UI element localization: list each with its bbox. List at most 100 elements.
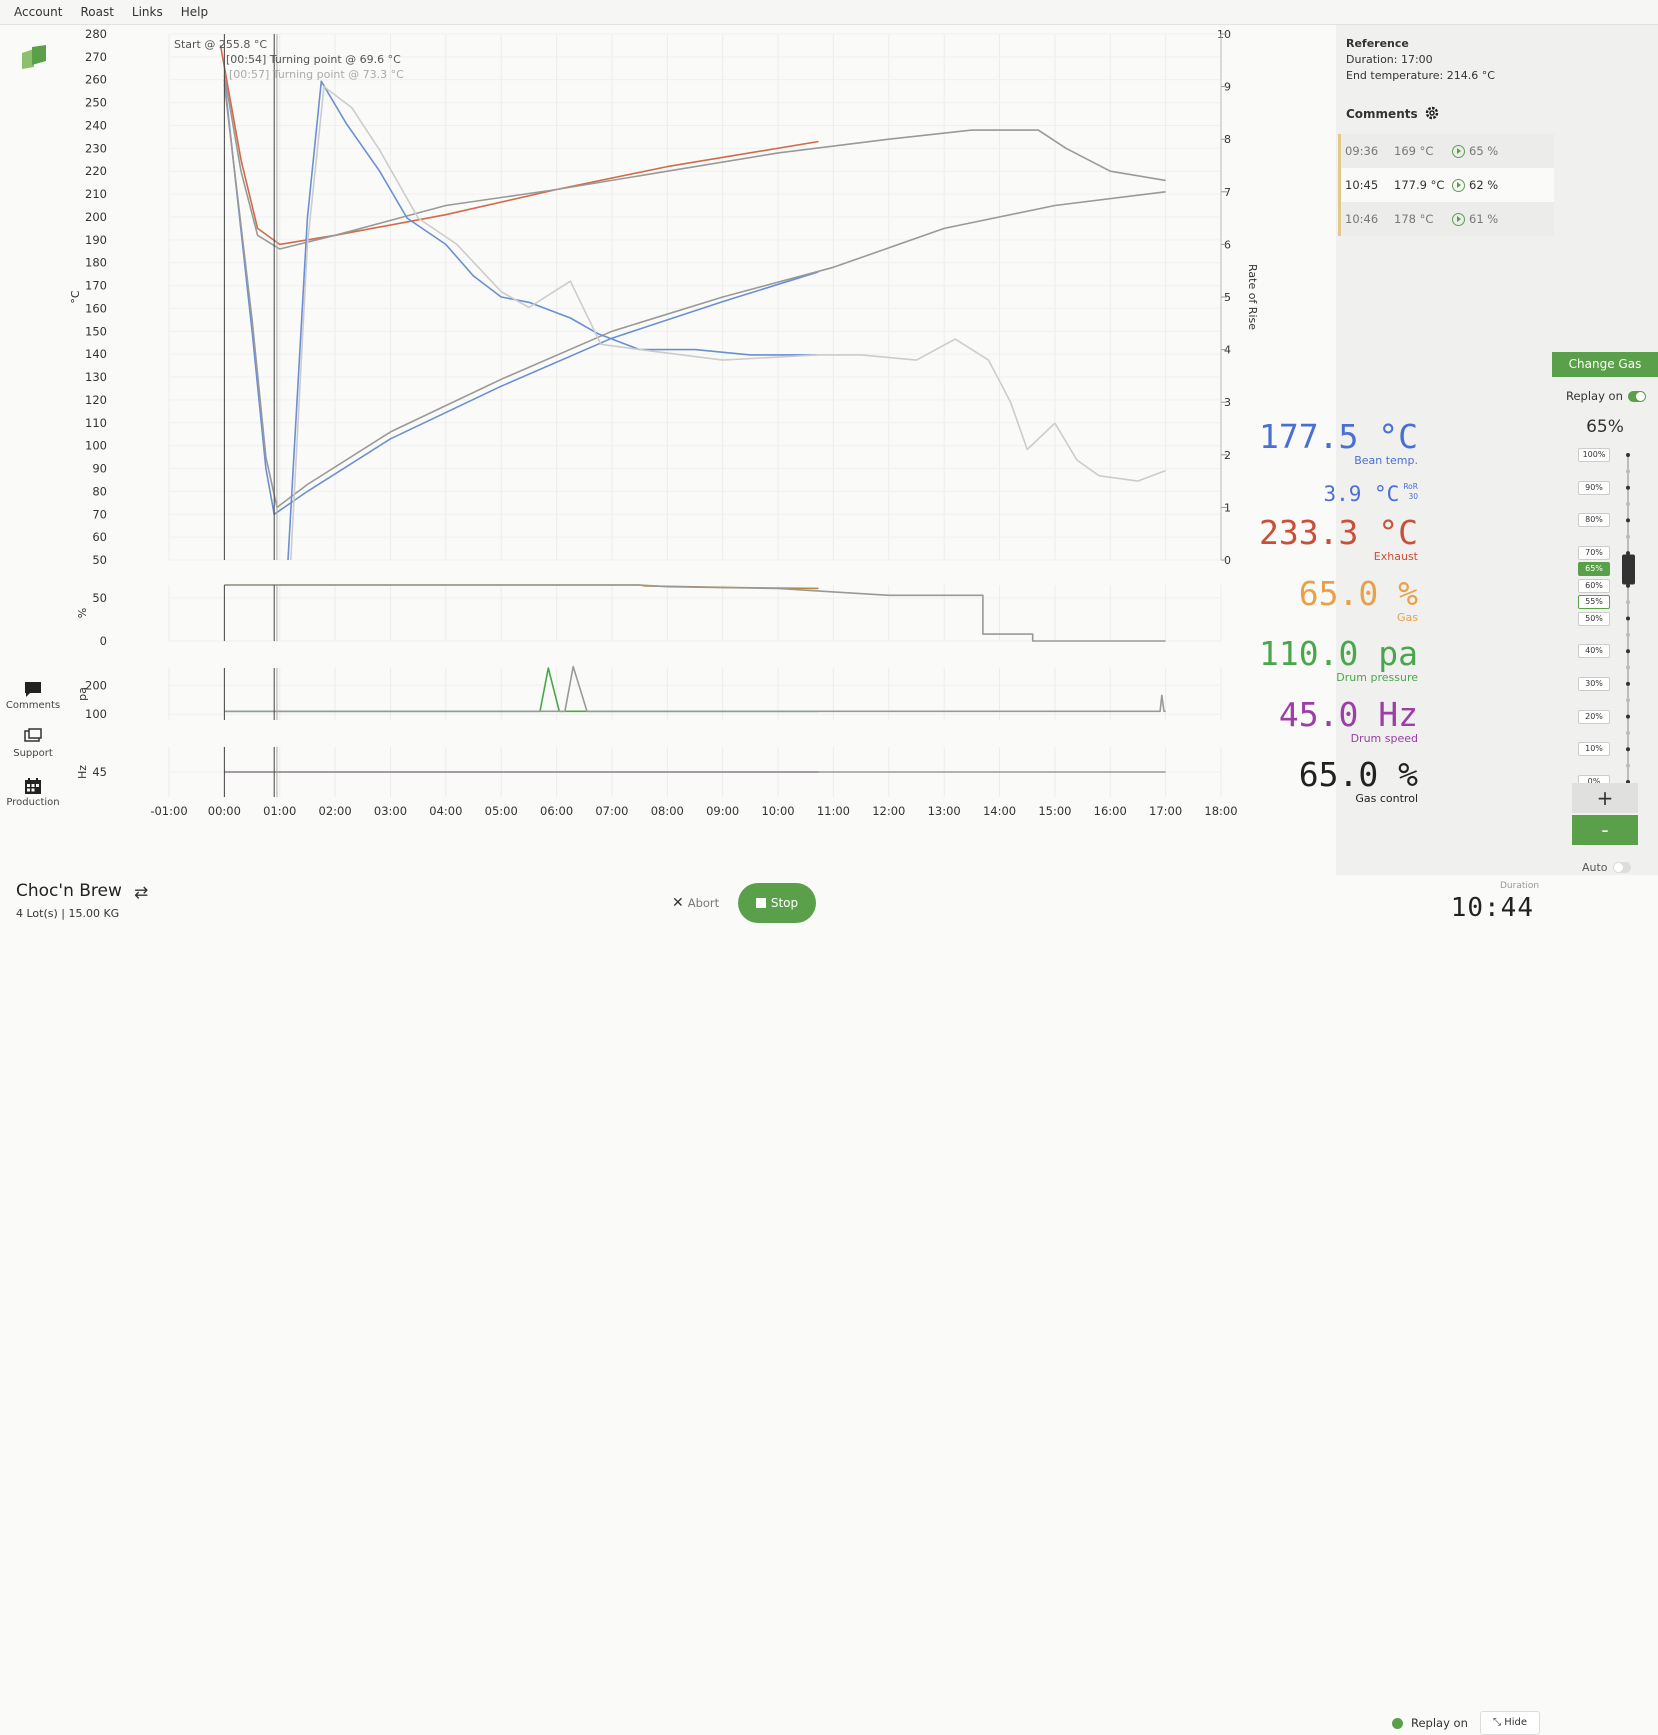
drum-pressure-value: 110.0 pa <box>1259 634 1418 673</box>
slider-tick-dot <box>1626 714 1630 719</box>
menu-links[interactable]: Links <box>131 5 163 19</box>
gas-control-value: 65.0 % <box>1298 755 1418 794</box>
close-icon: ✕ <box>672 895 684 911</box>
gas-level-label[interactable]: 20% <box>1578 709 1610 724</box>
gas-play-icon <box>1452 212 1465 226</box>
gas-level-label[interactable]: 50% <box>1578 611 1610 626</box>
nav-comments[interactable]: Comments <box>0 680 66 711</box>
roast-chart: 280 270 260 250 240 230 220 210 200 190 180 170 160 1… <box>66 25 1336 875</box>
y-tick-label: 220 <box>85 164 107 178</box>
support-icon <box>24 728 42 742</box>
gas-slider[interactable]: 100% 90% 80% 70% 65% 60% 55% 50% 40% 30% 20% 10% 0% <box>1552 445 1658 789</box>
y-tick-label: 50 <box>92 553 107 567</box>
gas-level-label[interactable]: 10% <box>1578 742 1610 757</box>
gas-level-label[interactable]: 65% <box>1578 562 1610 577</box>
stop-button[interactable]: Stop <box>738 883 816 923</box>
gas-level-label[interactable]: 100% <box>1578 448 1610 462</box>
gas-slider-track[interactable] <box>1552 445 1658 785</box>
auto-toggle[interactable] <box>1612 862 1631 873</box>
gas-control-label: Gas control <box>1355 792 1418 805</box>
nav-support[interactable]: Support <box>0 728 66 759</box>
gas-level-label[interactable]: 90% <box>1578 480 1610 495</box>
change-gas-button[interactable]: Change Gas <box>1552 352 1658 377</box>
comment-gas-value: 65 % <box>1469 144 1499 158</box>
menu-help[interactable]: Help <box>180 5 209 19</box>
y-tick-label: 140 <box>85 347 107 361</box>
y-tick-label: 170 <box>85 279 107 293</box>
gas-label: Gas <box>1397 611 1418 624</box>
gear-icon[interactable] <box>1424 105 1440 121</box>
y-tick-label: 150 <box>85 324 107 338</box>
x-tick-label: 11:00 <box>817 804 850 818</box>
menu-roast[interactable]: Roast <box>80 5 114 19</box>
gas-minus-button[interactable]: - <box>1572 815 1638 845</box>
gas-level-label[interactable]: 70% <box>1578 546 1610 561</box>
stop-label: Stop <box>770 896 799 910</box>
abort-button[interactable]: ✕ Abort <box>672 895 719 911</box>
y2-tick-label: 4 <box>1224 344 1231 357</box>
comment-row[interactable]: 10:45 177.9 °C 62 % <box>1338 168 1554 202</box>
y-tick-label: 110 <box>85 416 107 430</box>
slider-tick-dot <box>1626 747 1630 752</box>
comment-gas: 61 % <box>1452 212 1498 226</box>
gas-level-label[interactable]: 30% <box>1578 676 1610 691</box>
slider-tick-dot <box>1626 534 1630 539</box>
y2-axis-label: Rate of Rise <box>1246 264 1259 330</box>
reference-title: Reference <box>1346 37 1409 50</box>
comment-row[interactable]: 10:46 178 °C 61 % <box>1338 202 1554 236</box>
x-tick-label: 05:00 <box>485 804 518 818</box>
y2-tick-label: 9 <box>1224 81 1231 94</box>
gas-play-icon <box>1452 144 1465 158</box>
nav-production[interactable]: Production <box>0 777 66 808</box>
auto-row: Auto <box>1582 861 1631 874</box>
hide-button[interactable]: ⤡ Hide <box>1480 1711 1540 1735</box>
comment-temp: 169 °C <box>1394 144 1434 158</box>
y2-tick-label: 0 <box>1224 554 1231 567</box>
slider-tick-dot <box>1626 665 1630 670</box>
bean-temp-label: Bean temp. <box>1354 454 1418 467</box>
y-tick-label: 130 <box>85 370 107 384</box>
gas-slider-handle[interactable] <box>1622 554 1635 585</box>
y-tick-label: 210 <box>85 187 107 201</box>
x-tick-label: 12:00 <box>872 804 905 818</box>
x-tick-label: 17:00 <box>1149 804 1182 818</box>
y2-tick-label: 2 <box>1224 449 1231 462</box>
gas-level-label[interactable]: 60% <box>1578 578 1610 593</box>
y-tick-label: 240 <box>85 118 107 132</box>
ror-label-top: RoR <box>1403 482 1418 491</box>
slider-tick-dot <box>1626 616 1630 621</box>
comment-row[interactable]: 09:36 169 °C 65 % <box>1338 134 1554 168</box>
slider-tick-dot <box>1626 518 1630 523</box>
gas-plus-button[interactable]: + <box>1572 783 1638 813</box>
comment-time: 10:45 <box>1345 178 1379 192</box>
comment-time: 09:36 <box>1345 144 1379 158</box>
swap-icon[interactable]: ⇄ <box>134 883 149 903</box>
x-tick-label: 15:00 <box>1038 804 1071 818</box>
y-tick-label: 120 <box>85 393 107 407</box>
y-tick-label: 80 <box>92 484 107 498</box>
gas-level-label[interactable]: 40% <box>1578 644 1610 659</box>
nav-production-label: Production <box>6 797 60 808</box>
reference-end-temp: End temperature: 214.6 °C <box>1346 69 1495 82</box>
readout-gas-control: 65.0 % Gas control <box>1299 755 1418 805</box>
y2-tick-label: 1 <box>1224 501 1231 514</box>
slider-tick-dot <box>1626 730 1630 735</box>
y-tick-label: 270 <box>85 50 107 64</box>
x-tick-label: 01:00 <box>263 804 296 818</box>
menu-account[interactable]: Account <box>14 5 63 19</box>
y-axis-label: °C <box>69 290 82 304</box>
gas-level-label[interactable]: 80% <box>1578 513 1610 528</box>
left-nav: Comments Support Production <box>0 25 66 875</box>
annotation-ref-turning-point: [00:57] Turning point @ 73.3 °C <box>229 68 404 81</box>
abort-label: Abort <box>687 896 720 910</box>
collapse-icon: ⤡ <box>1493 1717 1501 1728</box>
gas-replay-toggle[interactable] <box>1627 390 1646 402</box>
gas-level-label[interactable]: 55% <box>1578 595 1610 610</box>
readout-drum-pressure: 110.0 pa Drum pressure <box>1259 634 1418 684</box>
y-tick-label: 200 <box>85 678 107 692</box>
x-tick-label: 16:00 <box>1094 804 1127 818</box>
slider-tick-dot <box>1626 551 1630 556</box>
pressure-series-1 <box>224 665 1166 713</box>
duration-label: Duration <box>1500 881 1540 891</box>
y-tick-label: 0 <box>100 634 107 648</box>
